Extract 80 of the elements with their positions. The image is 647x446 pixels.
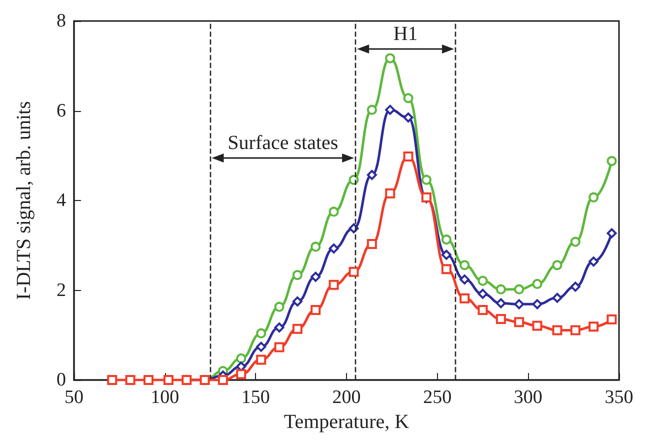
point — [441, 234, 452, 245]
point — [348, 174, 359, 185]
point — [588, 322, 599, 332]
point — [292, 296, 302, 306]
point — [274, 342, 284, 352]
point — [570, 282, 580, 292]
point — [478, 304, 488, 315]
y-axis-title: I-DLTS signal, arb. units — [13, 100, 35, 300]
y-tick-label: 0 — [56, 370, 66, 390]
point — [478, 276, 488, 286]
point — [478, 288, 488, 299]
point — [588, 256, 599, 267]
point — [496, 314, 506, 324]
point — [366, 104, 377, 115]
point — [496, 298, 506, 308]
point — [328, 244, 339, 254]
point — [218, 375, 228, 385]
point — [403, 152, 414, 162]
point — [366, 239, 377, 250]
point — [514, 317, 524, 328]
point — [514, 299, 524, 310]
x-axis-title: Temperature, K — [284, 411, 410, 433]
point — [385, 53, 396, 64]
point — [328, 280, 339, 290]
point — [570, 325, 580, 336]
point — [107, 375, 118, 385]
point — [421, 174, 432, 185]
y-tick-label: 2 — [56, 280, 66, 301]
point — [163, 375, 174, 385]
point — [274, 302, 284, 312]
point — [143, 375, 154, 385]
point — [606, 314, 617, 324]
point — [366, 170, 377, 180]
point — [403, 112, 414, 122]
y-tick-label: 8 — [56, 10, 66, 32]
point — [236, 369, 246, 380]
x-tick-label: 300 — [514, 387, 542, 408]
point — [532, 278, 542, 289]
point — [552, 260, 562, 270]
x-tick-label: 350 — [604, 387, 634, 408]
point — [441, 250, 452, 260]
y-tick-label: 4 — [56, 190, 66, 211]
x-tick-label: 250 — [423, 387, 452, 408]
point — [532, 320, 542, 331]
point — [125, 375, 136, 385]
point — [460, 274, 470, 284]
point — [256, 328, 266, 338]
point — [606, 228, 617, 238]
point — [310, 242, 321, 252]
point — [403, 93, 414, 104]
x-tick-label: 150 — [241, 387, 270, 408]
point — [552, 292, 562, 303]
annotation: Surface states — [228, 132, 338, 154]
point — [441, 264, 452, 274]
point — [385, 188, 396, 198]
point — [236, 353, 246, 364]
point — [310, 304, 321, 315]
point — [385, 104, 396, 115]
x-tick-label: 50 — [64, 387, 84, 408]
point — [552, 325, 562, 336]
point — [460, 260, 470, 270]
point — [588, 192, 599, 202]
point — [606, 156, 617, 166]
point — [460, 293, 470, 304]
point — [256, 354, 266, 365]
point — [532, 299, 542, 310]
point — [292, 270, 302, 280]
x-tick-label: 200 — [332, 387, 361, 408]
point — [256, 342, 266, 352]
point — [328, 206, 339, 217]
x-tick-label: 100 — [150, 387, 180, 408]
annotation: H1 — [393, 23, 418, 45]
point — [570, 236, 580, 247]
y-tick-label: 6 — [56, 100, 66, 122]
point — [292, 324, 302, 334]
point — [310, 272, 321, 282]
point — [348, 266, 359, 277]
point — [514, 284, 524, 294]
point — [274, 322, 284, 332]
point — [496, 284, 506, 294]
